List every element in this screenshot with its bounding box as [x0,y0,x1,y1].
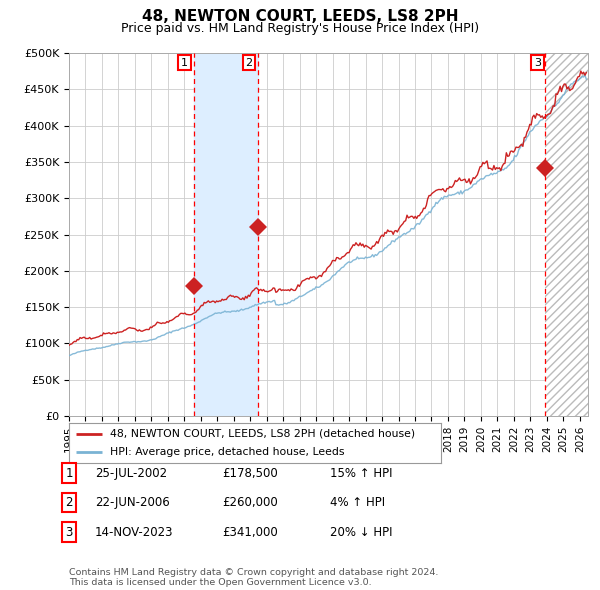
Text: 14-NOV-2023: 14-NOV-2023 [95,526,173,539]
Text: 3: 3 [534,58,541,67]
Text: £260,000: £260,000 [222,496,278,509]
Text: 15% ↑ HPI: 15% ↑ HPI [330,467,392,480]
Text: Price paid vs. HM Land Registry's House Price Index (HPI): Price paid vs. HM Land Registry's House … [121,22,479,35]
Bar [545,53,588,416]
Text: Contains HM Land Registry data © Crown copyright and database right 2024.
This d: Contains HM Land Registry data © Crown c… [69,568,439,587]
Text: 2: 2 [245,58,253,67]
Bar [194,53,258,416]
Text: 2: 2 [65,496,73,509]
Text: £178,500: £178,500 [222,467,278,480]
Text: £341,000: £341,000 [222,526,278,539]
Text: 1: 1 [65,467,73,480]
Text: 4% ↑ HPI: 4% ↑ HPI [330,496,385,509]
Text: 22-JUN-2006: 22-JUN-2006 [95,496,170,509]
Bar [545,53,588,416]
Text: 3: 3 [65,526,73,539]
Text: 48, NEWTON COURT, LEEDS, LS8 2PH (detached house): 48, NEWTON COURT, LEEDS, LS8 2PH (detach… [110,429,415,439]
Text: 48, NEWTON COURT, LEEDS, LS8 2PH: 48, NEWTON COURT, LEEDS, LS8 2PH [142,9,458,24]
Text: 1: 1 [181,58,188,67]
Text: HPI: Average price, detached house, Leeds: HPI: Average price, detached house, Leed… [110,447,344,457]
Text: 25-JUL-2002: 25-JUL-2002 [95,467,167,480]
Text: 20% ↓ HPI: 20% ↓ HPI [330,526,392,539]
